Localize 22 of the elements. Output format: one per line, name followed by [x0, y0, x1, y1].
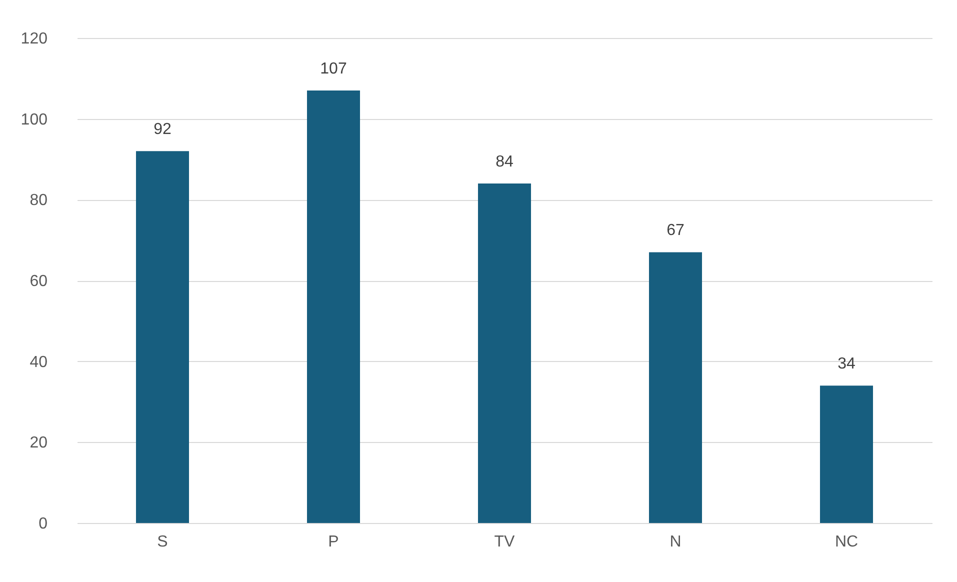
bar [306, 90, 360, 523]
data-label: 84 [496, 154, 514, 170]
bar [648, 252, 702, 523]
bar [820, 386, 874, 523]
y-tick-label: 100 [20, 111, 48, 128]
x-tick-label: NC [834, 534, 858, 550]
y-tick-label: 80 [30, 192, 48, 210]
data-label: 92 [154, 121, 172, 138]
y-tick-label: 40 [30, 354, 48, 371]
y-tick-label: 60 [30, 273, 48, 290]
x-tick-label: S [157, 534, 168, 550]
data-label: 34 [838, 356, 856, 373]
y-tick-label: 0 [38, 516, 48, 532]
y-tick-label: 20 [30, 434, 48, 452]
x-tick-label: P [328, 534, 339, 550]
x-tick-label: TV [494, 534, 516, 550]
data-label: 67 [666, 222, 684, 240]
data-label: 107 [320, 60, 347, 78]
bar [478, 184, 532, 523]
y-tick-label: 120 [20, 30, 48, 48]
x-tick-label: N [670, 534, 682, 550]
bar [136, 151, 190, 523]
